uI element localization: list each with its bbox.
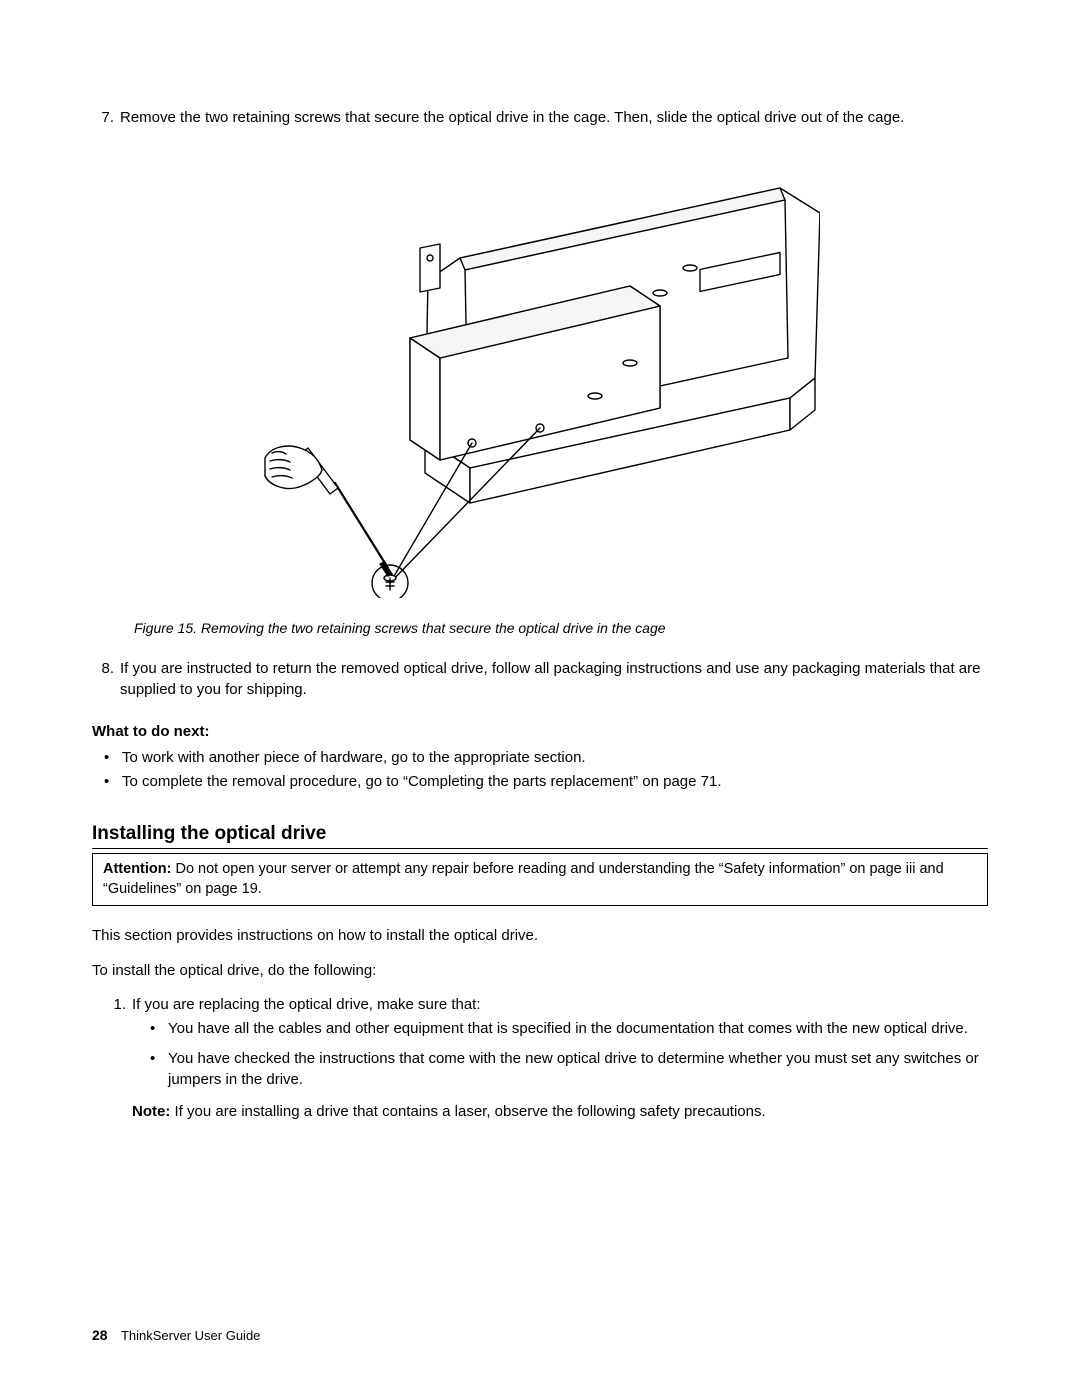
bullet-icon: • <box>104 748 122 768</box>
step-number: 8. <box>92 659 120 700</box>
page-footer: 28 ThinkServer User Guide <box>92 1326 260 1345</box>
note-label: Note: <box>132 1103 170 1120</box>
list-item: • You have all the cables and other equi… <box>150 1019 988 1039</box>
what-next-list: • To work with another piece of hardware… <box>104 748 988 793</box>
list-item-text: You have all the cables and other equipm… <box>168 1019 968 1039</box>
what-next-heading: What to do next: <box>92 722 988 742</box>
list-item-text: To complete the removal procedure, go to… <box>122 772 722 792</box>
step-number: 1. <box>104 995 132 1126</box>
step-7: 7. Remove the two retaining screws that … <box>92 108 988 128</box>
figure-caption-prefix: Figure 15. <box>134 620 197 636</box>
section-heading: Installing the optical drive <box>92 821 988 850</box>
note: Note: If you are installing a drive that… <box>132 1102 988 1122</box>
intro-paragraph: This section provides instructions on ho… <box>92 926 988 946</box>
list-item: • To complete the removal procedure, go … <box>104 772 988 792</box>
figure-caption: Figure 15. Removing the two retaining sc… <box>134 619 988 638</box>
figure-diagram <box>260 158 820 604</box>
page-number: 28 <box>92 1327 108 1343</box>
note-text: If you are installing a drive that conta… <box>170 1103 765 1120</box>
footer-title: ThinkServer User Guide <box>121 1328 260 1343</box>
install-step-1: 1. If you are replacing the optical driv… <box>104 995 988 1126</box>
list-item-text: You have checked the instructions that c… <box>168 1049 988 1090</box>
list-item-text: To work with another piece of hardware, … <box>122 748 586 768</box>
step-body: If you are replacing the optical drive, … <box>132 995 988 1126</box>
list-item: • To work with another piece of hardware… <box>104 748 988 768</box>
install-steps: 1. If you are replacing the optical driv… <box>104 995 988 1126</box>
bullet-icon: • <box>104 772 122 792</box>
bullet-icon: • <box>150 1019 168 1039</box>
step-text: Remove the two retaining screws that sec… <box>120 108 988 128</box>
step-number: 7. <box>92 108 120 128</box>
attention-text: Do not open your server or attempt any r… <box>103 861 944 897</box>
intro-paragraph: To install the optical drive, do the fol… <box>92 961 988 981</box>
attention-label: Attention: <box>103 861 171 877</box>
step-text: If you are replacing the optical drive, … <box>132 995 988 1015</box>
step-text: If you are instructed to return the remo… <box>120 659 988 700</box>
bullet-icon: • <box>150 1049 168 1090</box>
step-8: 8. If you are instructed to return the r… <box>92 659 988 700</box>
figure-caption-text: Removing the two retaining screws that s… <box>201 620 666 636</box>
sub-list: • You have all the cables and other equi… <box>150 1019 988 1090</box>
document-page: 7. Remove the two retaining screws that … <box>0 0 1080 1190</box>
attention-box: Attention: Do not open your server or at… <box>92 853 988 906</box>
figure-15 <box>92 158 988 604</box>
list-item: • You have checked the instructions that… <box>150 1049 988 1090</box>
